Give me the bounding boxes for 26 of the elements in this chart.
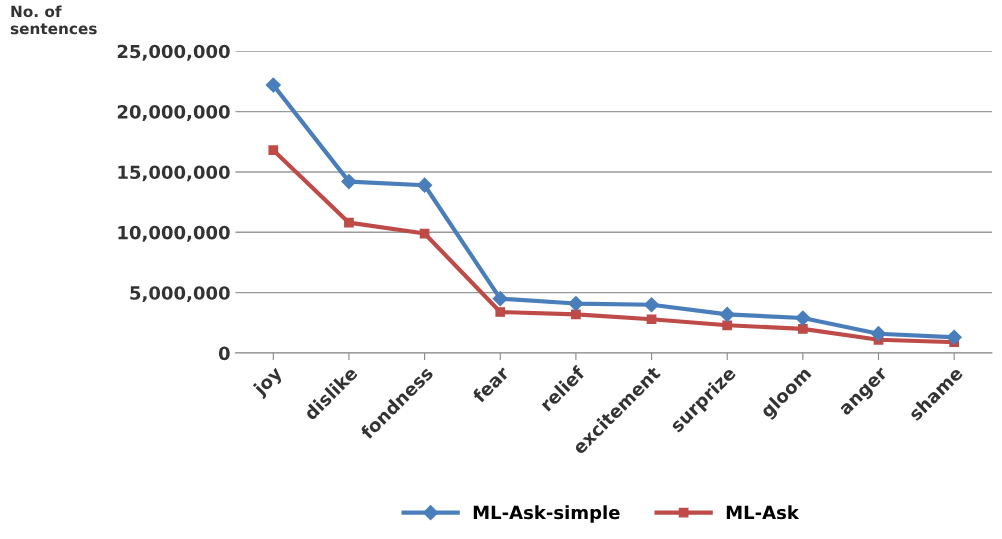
point (265, 77, 281, 93)
point (495, 307, 506, 317)
point (946, 329, 962, 345)
legend-label: ML-Ask (726, 505, 800, 520)
point (722, 320, 733, 331)
y-tick-label: 10,000,000 (118, 225, 230, 242)
point (571, 309, 581, 320)
point (643, 297, 660, 313)
point (268, 145, 279, 156)
y-tick-label: 25,000,000 (117, 44, 230, 61)
point (795, 310, 811, 326)
point (719, 306, 735, 322)
point (492, 291, 508, 307)
point (417, 177, 433, 193)
point (568, 295, 584, 312)
legend-label: ML-Ask-simple (473, 505, 620, 523)
point (341, 174, 357, 190)
y-tick-label: 0 (218, 346, 230, 361)
point (797, 324, 808, 334)
y-axis-title: No. of sentences (10, 5, 97, 35)
y-tick-label: 15,000,000 (118, 165, 230, 182)
point (646, 314, 657, 325)
y-tick-label: 5,000,000 (130, 286, 230, 303)
point (344, 217, 354, 228)
point (870, 326, 887, 342)
y-tick-label: 20,000,000 (117, 105, 230, 121)
